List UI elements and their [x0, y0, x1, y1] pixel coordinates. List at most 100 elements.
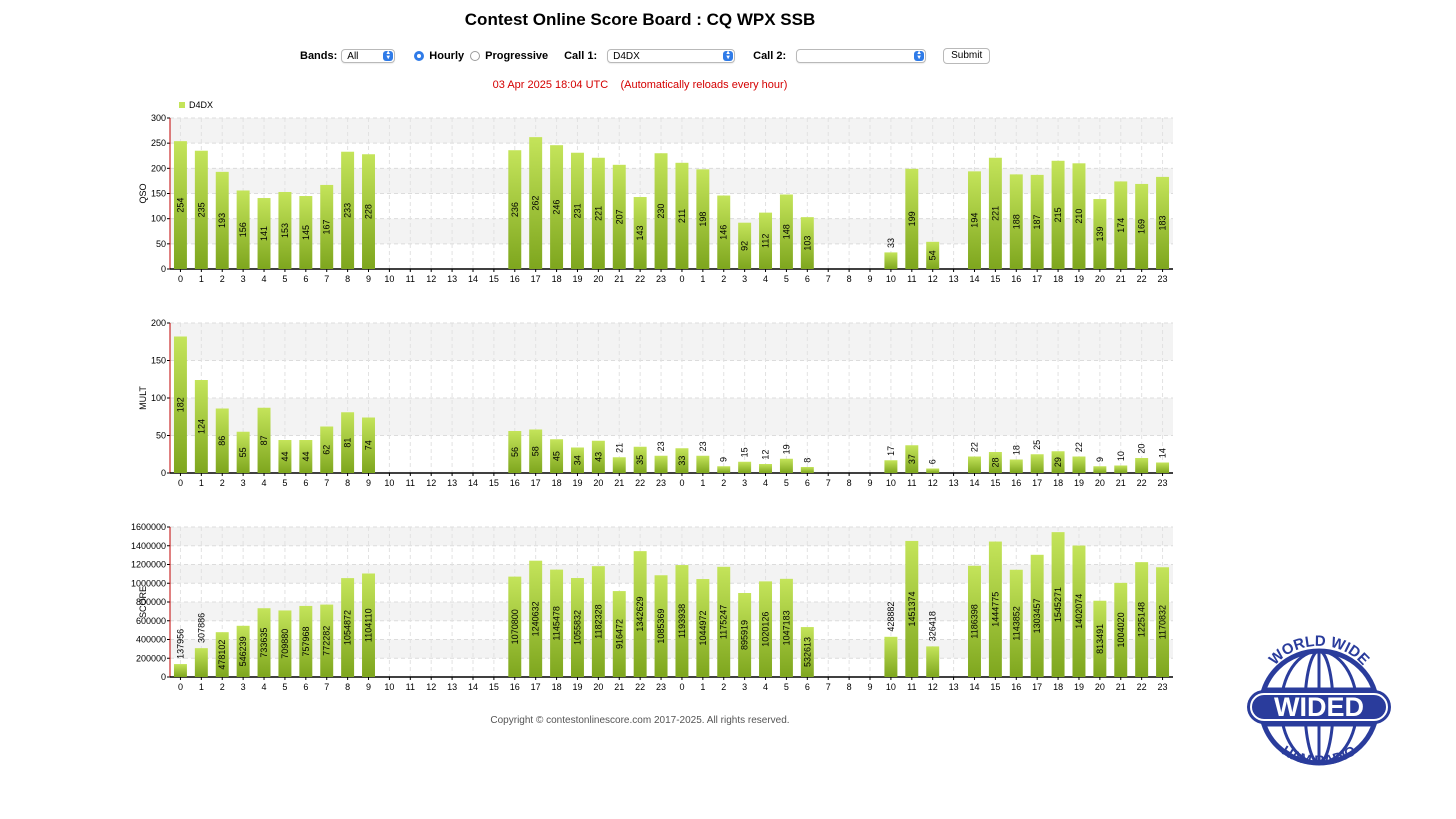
x-tick-label: 15	[990, 478, 1000, 488]
bar	[341, 412, 355, 473]
progressive-label: Progressive	[485, 50, 549, 62]
y-axis-label: SCORE	[138, 586, 148, 618]
bar	[612, 164, 626, 269]
bar	[570, 447, 584, 473]
bar	[362, 417, 375, 473]
bar	[362, 573, 375, 677]
bar-value-label: 210	[1074, 209, 1084, 224]
x-tick-label: 21	[614, 274, 624, 284]
bar	[1009, 459, 1023, 473]
bar-value-label: 19	[781, 444, 791, 454]
bar	[759, 464, 773, 473]
x-tick-label: 14	[468, 274, 478, 284]
bar	[654, 575, 668, 677]
x-tick-label: 19	[572, 274, 582, 284]
bar	[1009, 174, 1023, 269]
bar	[884, 636, 898, 677]
page-title: Contest Online Score Board : CQ WPX SSB	[464, 10, 816, 29]
bar-value-label: 1055832	[572, 610, 582, 645]
x-tick-label: 4	[763, 682, 768, 692]
x-tick-label: 12	[426, 274, 436, 284]
bands-select[interactable]: All ▲ ▼	[341, 49, 396, 63]
chart-panel-qso: 050100150200250300QSOD4DX025412352193315…	[138, 100, 1173, 284]
bands-select-value: All	[347, 51, 359, 62]
bar-value-label: 29	[1053, 457, 1063, 467]
bar	[905, 540, 919, 677]
bar-value-label: 262	[531, 196, 541, 211]
x-tick-label: 23	[1158, 682, 1168, 692]
grid-band	[170, 168, 1173, 194]
y-tick-label: 300	[151, 113, 166, 123]
progressive-radio[interactable]	[470, 51, 481, 61]
x-tick-label: 2	[220, 274, 225, 284]
x-tick-label: 5	[282, 682, 287, 692]
x-tick-label: 8	[847, 478, 852, 488]
call1-select[interactable]: D4DX ▲ ▼	[607, 49, 736, 63]
y-tick-label: 0	[161, 672, 166, 682]
bar-value-label: 12	[761, 450, 771, 460]
bar	[612, 591, 626, 677]
bar	[550, 439, 564, 473]
bar-value-label: 236	[510, 202, 520, 217]
bar-value-label: 221	[990, 206, 1000, 221]
submit-button[interactable]: Submit	[943, 48, 991, 64]
x-tick-label: 3	[742, 274, 747, 284]
bar	[633, 551, 647, 677]
bar-value-label: 813491	[1095, 624, 1105, 654]
bar-value-label: 33	[677, 456, 687, 466]
y-tick-label: 1400000	[131, 541, 166, 551]
bar	[968, 456, 981, 473]
bands-label: Bands:	[300, 50, 338, 62]
x-tick-label: 19	[1074, 478, 1084, 488]
x-tick-label: 20	[593, 274, 603, 284]
bar-value-label: 137956	[175, 629, 185, 659]
legend-swatch	[179, 102, 185, 108]
x-tick-label: 22	[1137, 478, 1147, 488]
bar-value-label: 8	[802, 458, 812, 463]
bar-value-label: 1004020	[1116, 612, 1126, 647]
bar-value-label: 1104110	[364, 608, 374, 642]
x-tick-label: 15	[990, 682, 1000, 692]
x-tick-label: 16	[1011, 274, 1021, 284]
bar	[717, 566, 731, 677]
bar-value-label: 199	[907, 211, 917, 226]
bar-value-label: 709880	[280, 629, 290, 659]
x-tick-label: 11	[907, 478, 916, 488]
bar	[696, 579, 710, 677]
x-tick-label: 6	[303, 274, 308, 284]
x-tick-label: 8	[847, 682, 852, 692]
x-tick-label: 11	[406, 478, 415, 488]
x-tick-label: 3	[742, 478, 747, 488]
x-tick-label: 3	[241, 682, 246, 692]
y-tick-label: 200000	[136, 653, 166, 663]
bar-value-label: 58	[531, 446, 541, 456]
bar-value-label: 546239	[238, 636, 248, 666]
x-tick-label: 17	[1032, 478, 1042, 488]
bar-value-label: 74	[364, 440, 374, 450]
x-tick-label: 15	[489, 478, 499, 488]
x-tick-label: 12	[426, 682, 436, 692]
bar-value-label: 895919	[740, 620, 750, 650]
bar-value-label: 44	[301, 451, 311, 461]
x-tick-label: 20	[1095, 274, 1105, 284]
x-tick-label: 6	[805, 274, 810, 284]
hourly-radio[interactable]	[414, 51, 425, 61]
select-arrows-icon: ▲ ▼	[383, 50, 394, 61]
x-tick-label: 15	[489, 682, 499, 692]
x-tick-label: 9	[868, 478, 873, 488]
bar	[508, 431, 522, 473]
x-tick-label: 11	[406, 682, 415, 692]
x-tick-label: 17	[531, 478, 541, 488]
x-tick-label: 8	[847, 274, 852, 284]
bar	[362, 154, 375, 269]
call2-select[interactable]: ▲ ▼	[796, 49, 927, 63]
bar-value-label: 187	[1032, 214, 1042, 229]
x-tick-label: 21	[614, 682, 624, 692]
bar-value-label: 215	[1053, 207, 1063, 222]
bar	[529, 137, 543, 269]
bar	[800, 467, 814, 473]
bar-value-label: 103	[802, 236, 812, 251]
x-tick-label: 17	[531, 274, 541, 284]
x-tick-label: 7	[324, 274, 329, 284]
bar	[1093, 600, 1107, 677]
